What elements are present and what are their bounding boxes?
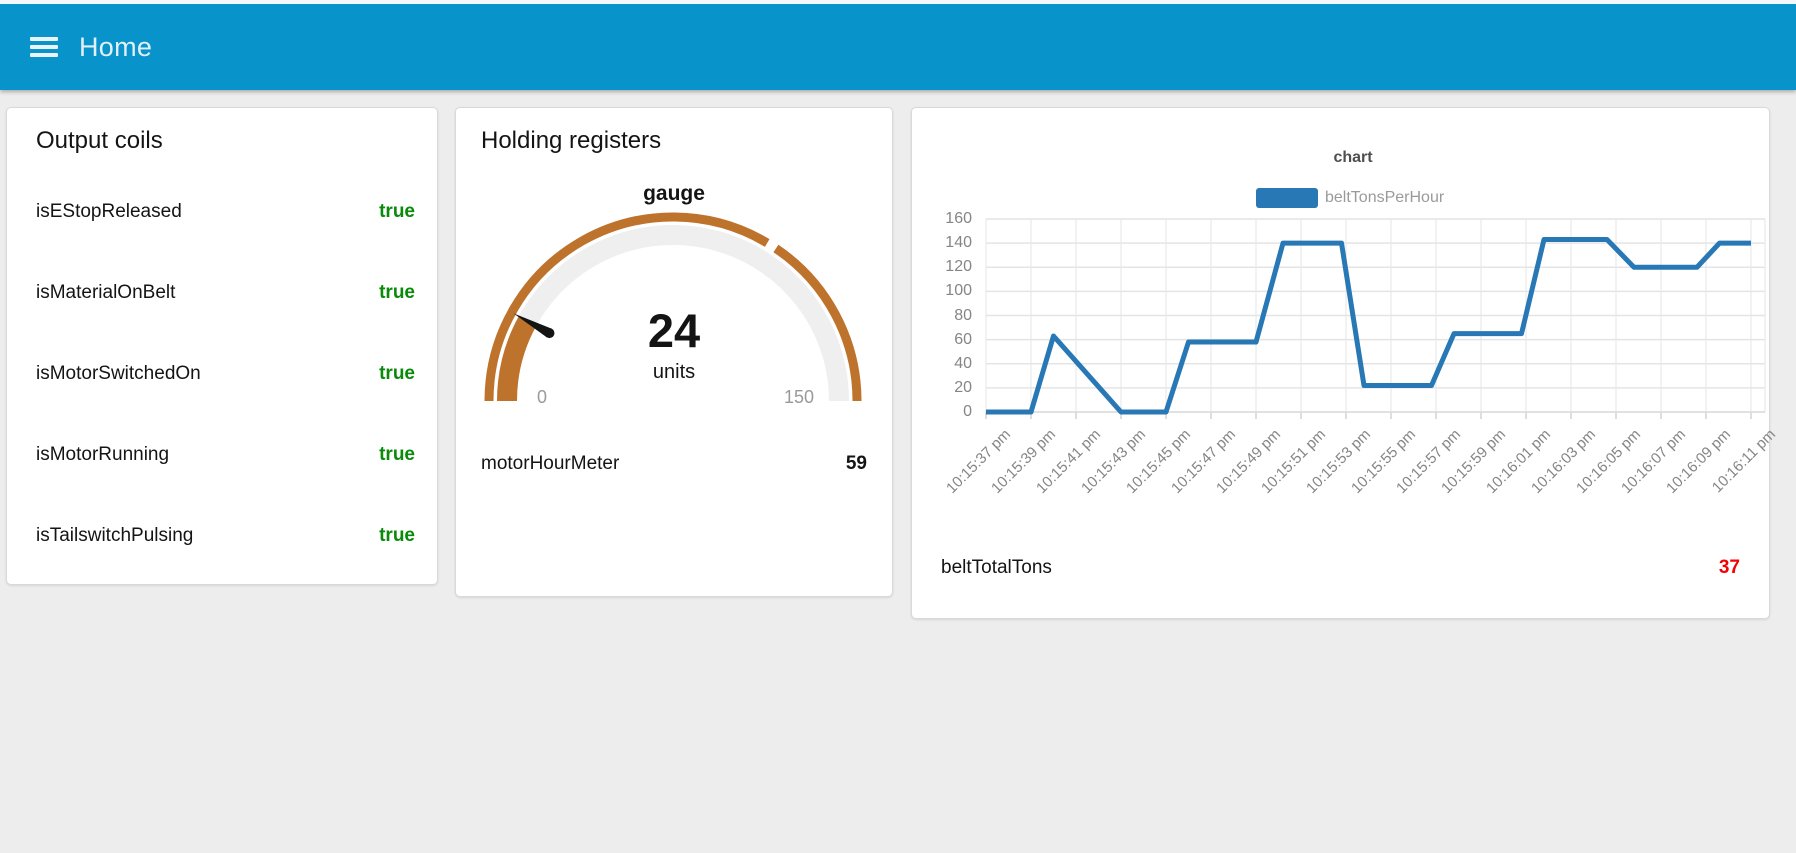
register-label: motorHourMeter	[481, 453, 620, 474]
menu-bar	[30, 37, 58, 41]
chart-footer-row: beltTotalTons 37	[941, 557, 1740, 579]
coil-row: isMaterialOnBelt true	[7, 272, 437, 353]
register-value: 59	[845, 453, 867, 474]
output-coils-card: Output coils isEStopReleased true isMateri…	[6, 107, 438, 585]
series-line	[986, 237, 1751, 415]
chart-card: chart beltTonsPerHour 0 20 40 60 80 100 120 140…	[911, 107, 1779, 620]
register-row: motorHourMeter 59	[481, 453, 867, 475]
y-axis-tick-label: 120	[945, 258, 972, 276]
footer-label: beltTotalTons	[941, 557, 1052, 578]
line-chart-plot[interactable]	[912, 108, 1771, 620]
gauge-units: units	[652, 361, 696, 383]
coil-label: isMaterialOnBelt	[36, 282, 176, 303]
coil-rows: isEStopReleased true isMaterialOnBelt true i…	[7, 191, 437, 596]
y-axis-tick-label: 80	[954, 306, 972, 324]
coil-row: isMotorSwitchedOn true	[7, 353, 437, 434]
legend-label: beltTonsPerHour	[1325, 189, 1445, 206]
coil-row: isMotorRunning true	[7, 434, 437, 515]
holding-registers-card: Holding registers gauge 24 units 0 150 m…	[455, 107, 893, 597]
coil-value: true	[379, 363, 415, 384]
coil-label: isMotorSwitchedOn	[36, 363, 201, 384]
coil-value: true	[379, 444, 415, 465]
gauge-dial	[484, 212, 862, 402]
y-axis-tick-label: 140	[945, 234, 972, 252]
y-axis-tick-label: 40	[954, 354, 972, 372]
card-title: Output coils	[36, 127, 163, 154]
coil-label: isTailswitchPulsing	[36, 525, 194, 546]
legend-item[interactable]: beltTonsPerHour	[1256, 188, 1444, 208]
legend-swatch-icon	[1256, 188, 1318, 208]
menu-bar	[30, 53, 58, 57]
page-title: Home	[79, 31, 153, 62]
y-axis-tick-label: 0	[963, 403, 972, 420]
y-axis-tick-label: 160	[945, 210, 972, 227]
menu-bar	[30, 45, 58, 49]
coil-row: isTailswitchPulsing true	[7, 515, 437, 596]
gauge-max-label: 150	[783, 387, 815, 407]
app-header: Home	[0, 0, 1796, 90]
coil-label: isEStopReleased	[36, 201, 182, 222]
footer-value: 37	[1718, 557, 1740, 578]
chart-title: chart	[1333, 149, 1373, 166]
coil-value: true	[379, 525, 415, 546]
y-axis-tick-label: 20	[954, 378, 972, 396]
card-title: Holding registers	[481, 127, 662, 154]
gauge-min-label: 0	[536, 387, 547, 407]
coil-row: isEStopReleased true	[7, 191, 437, 272]
coil-value: true	[379, 282, 415, 303]
gauge-value: 24	[647, 304, 701, 357]
y-axis-tick-label: 100	[945, 282, 972, 300]
coil-value: true	[379, 201, 415, 222]
y-axis-tick-label: 60	[954, 330, 972, 348]
menu-icon[interactable]	[22, 26, 64, 68]
gauge-title: gauge	[643, 182, 705, 205]
coil-label: isMotorRunning	[36, 444, 170, 465]
